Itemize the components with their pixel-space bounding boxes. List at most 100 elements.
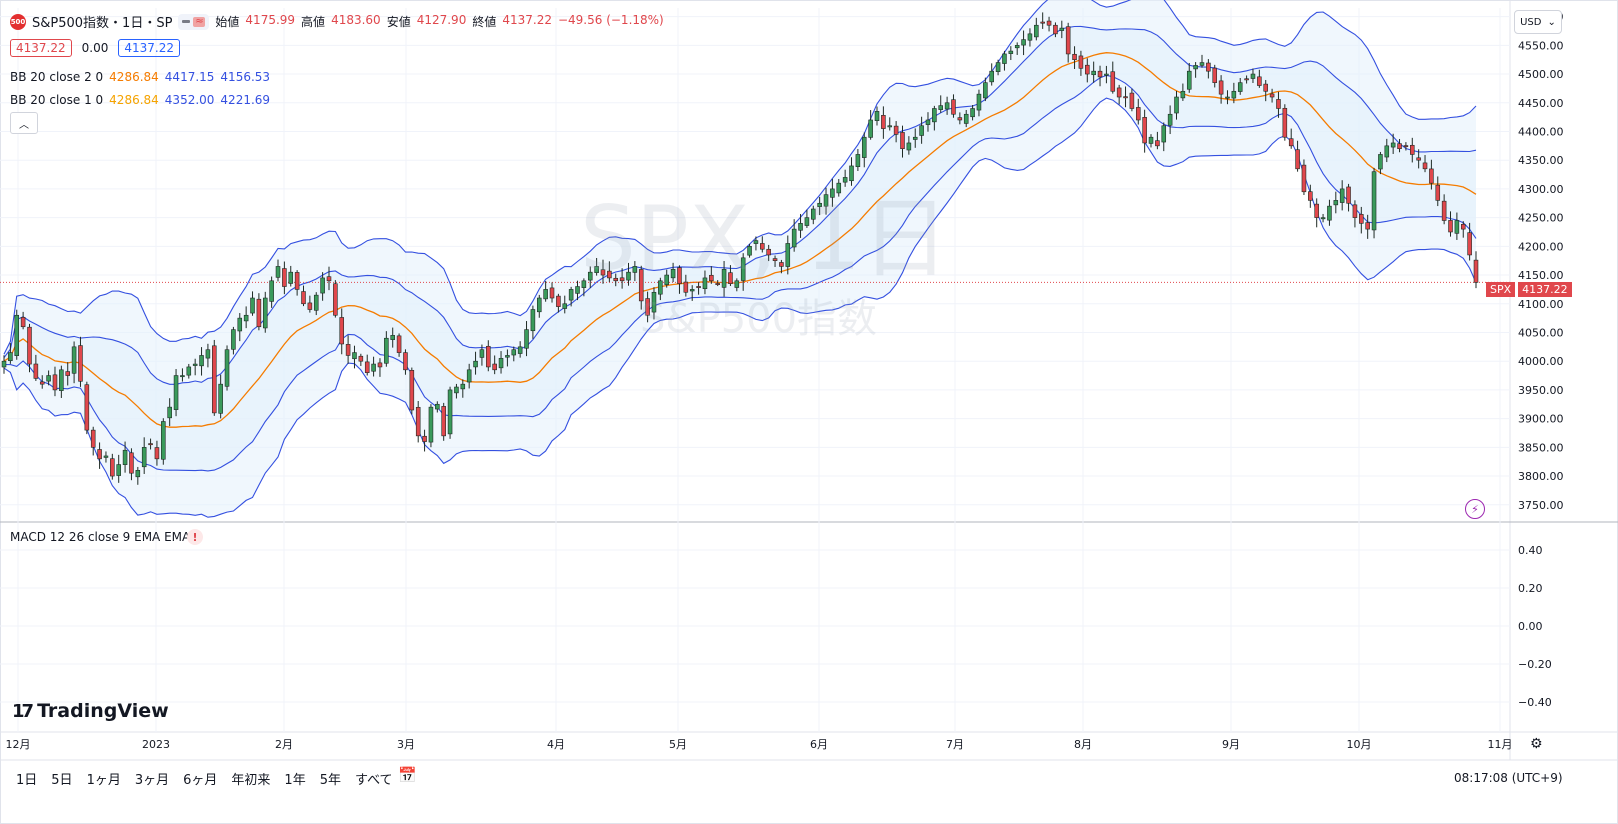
candle-body: [651, 291, 657, 313]
candle-body: [492, 363, 497, 371]
candle-body: [282, 268, 287, 287]
calendar-range-icon[interactable]: 📅: [398, 766, 417, 784]
tf-1m[interactable]: 1ヶ月: [86, 773, 121, 788]
close-value: 4137.22: [502, 13, 552, 27]
candle-body: [333, 283, 338, 316]
visibility-toggle[interactable]: ≈: [178, 13, 210, 30]
price-tick-label: 4400.00: [1518, 125, 1564, 138]
candle-body: [1110, 71, 1116, 92]
candle-body: [696, 286, 701, 288]
clock[interactable]: 08:17:08 (UTC+9): [1454, 771, 1563, 785]
bb1-lower: 4221.69: [220, 93, 271, 107]
candle-body: [619, 277, 625, 282]
price-tick-label: 4450.00: [1518, 97, 1564, 110]
tf-1y[interactable]: 1年: [284, 773, 306, 788]
candle-body: [1148, 136, 1154, 144]
lightning-icon[interactable]: ⚡: [1465, 499, 1485, 519]
candle-body: [1104, 73, 1109, 76]
candle-body: [294, 272, 300, 290]
candle-body: [224, 349, 230, 387]
candle-body: [760, 243, 765, 250]
candle-body: [1327, 205, 1332, 221]
candle-body: [441, 406, 446, 437]
candle-body: [594, 266, 599, 273]
macd-tick-label: 0.40: [1518, 544, 1543, 557]
watermark-main: SPX, 1日: [580, 187, 950, 290]
candle-body: [435, 403, 440, 410]
last-price-tag: SPX 4137.22: [1486, 282, 1572, 297]
candle-body: [976, 93, 982, 111]
candle-body: [925, 119, 931, 125]
symbol-title[interactable]: S&P500指数・1日・SP: [32, 16, 173, 31]
candle-body: [84, 384, 90, 431]
candle-body: [1237, 82, 1243, 92]
high-label: 高値: [301, 15, 326, 29]
tf-ytd[interactable]: 年初来: [231, 773, 271, 788]
collapse-legend-button[interactable]: ︿: [10, 112, 38, 134]
bb1-lower-line: [4, 74, 1477, 472]
candle-body: [989, 70, 994, 83]
candle-body: [1008, 50, 1014, 54]
candle-body: [562, 303, 568, 309]
tf-1d[interactable]: 1日: [16, 773, 38, 788]
price-tick-label: 4200.00: [1518, 240, 1564, 253]
macd-legend[interactable]: MACD 12 26 close 9 EMA EMA: [10, 530, 191, 544]
candle-body: [1078, 55, 1084, 69]
candle-body: [1410, 144, 1415, 155]
tradingview-logo[interactable]: 𝟭𝟳 TradingView: [12, 700, 169, 722]
candle-body: [161, 421, 166, 460]
bollinger-lines: [0, 0, 1510, 518]
tf-5y[interactable]: 5年: [319, 773, 341, 788]
candle-body: [46, 375, 51, 382]
open-label: 始値: [215, 15, 240, 29]
candle-body: [1276, 99, 1281, 109]
macd-tick-label: 0.00: [1518, 620, 1543, 633]
bb2-legend[interactable]: BB 20 close 2 0 4286.84 4417.15 4156.53: [10, 70, 270, 84]
candle-body: [148, 443, 153, 446]
dash-icon: [182, 20, 191, 23]
candle-body: [938, 105, 944, 110]
warning-icon[interactable]: !: [187, 529, 203, 545]
candle-body: [396, 335, 402, 353]
candle-body: [460, 383, 466, 390]
candle-body: [1257, 76, 1262, 86]
candle-body: [103, 455, 109, 458]
candle-body: [1301, 164, 1307, 193]
candle-body: [135, 470, 141, 478]
currency-button[interactable]: USD ⌄: [1514, 10, 1562, 34]
price-tick-label: 3800.00: [1518, 470, 1564, 483]
time-tick-label: 3月: [397, 738, 415, 751]
candle-body: [1333, 200, 1339, 206]
candle-body: [855, 154, 861, 168]
candle-body: [1371, 171, 1377, 231]
candle-body: [575, 286, 580, 294]
candle-body: [256, 298, 262, 328]
candle-body: [1416, 157, 1421, 161]
wave-icon: ≈: [193, 15, 206, 27]
candle-body: [390, 335, 395, 340]
buy-button[interactable]: 4137.22: [118, 39, 180, 57]
candle-body: [689, 289, 695, 292]
candle-body: [1046, 20, 1052, 26]
macd-tick-label: −0.40: [1518, 696, 1552, 709]
candle-body: [849, 165, 854, 182]
sell-button[interactable]: 4137.22: [10, 39, 72, 57]
tradingview-wordmark: TradingView: [37, 700, 169, 722]
candle-body: [1282, 107, 1288, 138]
time-tick-label: 9月: [1222, 738, 1240, 751]
candle-body: [1193, 65, 1198, 70]
candle-body: [498, 358, 504, 369]
tf-all[interactable]: すべて: [354, 773, 393, 788]
tf-6m[interactable]: 6ヶ月: [183, 773, 218, 788]
candle-body: [90, 429, 96, 448]
candle-body: [1161, 125, 1167, 143]
tf-3m[interactable]: 3ヶ月: [134, 773, 170, 788]
tf-5d[interactable]: 5日: [51, 773, 73, 788]
candle-body: [1339, 188, 1345, 203]
last-price-value: 4137.22: [1518, 282, 1572, 297]
candle-body: [1206, 62, 1211, 72]
bb1-legend[interactable]: BB 20 close 1 0 4286.84 4352.00 4221.69: [10, 93, 270, 107]
gear-icon[interactable]: ⚙: [1530, 736, 1543, 752]
candle-body: [364, 361, 370, 373]
